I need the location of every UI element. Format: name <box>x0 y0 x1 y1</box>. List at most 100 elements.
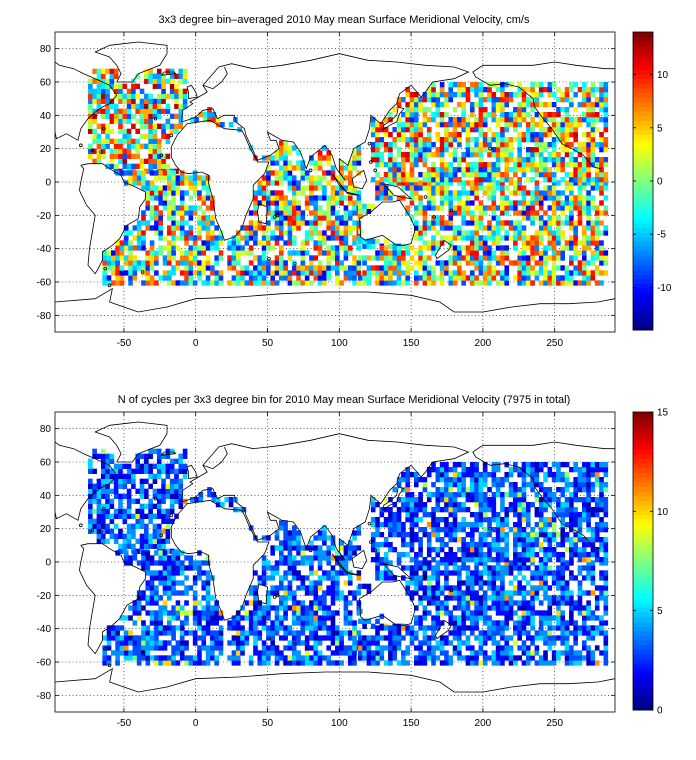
data-cell <box>594 142 600 148</box>
data-cell <box>448 275 454 281</box>
data-cell <box>573 650 578 656</box>
data-cell <box>388 625 393 631</box>
data-cell <box>418 102 423 108</box>
colorbar-segment <box>633 255 653 261</box>
data-cell <box>105 68 110 74</box>
data-cell <box>530 280 535 286</box>
data-cell <box>543 177 548 183</box>
data-cell <box>439 605 445 611</box>
data-cell <box>383 660 389 666</box>
data-cell <box>577 600 583 606</box>
data-cell <box>279 195 284 201</box>
data-cell <box>577 220 583 226</box>
data-cell <box>266 590 271 596</box>
data-cell <box>105 508 110 514</box>
data-cell <box>439 590 445 596</box>
data-cell <box>309 180 314 186</box>
data-cell <box>577 630 583 636</box>
data-cell <box>205 655 211 661</box>
data-cell <box>283 265 288 271</box>
data-cell <box>283 605 288 611</box>
data-cell <box>556 107 561 113</box>
data-cell <box>154 210 159 216</box>
data-cell <box>131 98 136 104</box>
data-cell <box>392 142 398 148</box>
data-cell <box>534 195 540 201</box>
data-cell <box>248 660 254 666</box>
data-cell <box>478 595 484 601</box>
data-cell <box>543 142 548 148</box>
data-cell <box>383 517 389 523</box>
island-outline <box>267 256 271 261</box>
data-cell <box>115 625 120 631</box>
data-cell <box>96 158 102 164</box>
colorbar-segment <box>633 311 653 317</box>
data-cell <box>118 123 123 129</box>
data-cell <box>513 630 518 636</box>
data-cell <box>261 655 267 661</box>
data-cell <box>495 117 501 123</box>
data-cell <box>556 205 561 211</box>
data-cell <box>184 250 189 256</box>
data-cell <box>141 220 146 226</box>
data-cell <box>504 172 510 178</box>
data-cell <box>322 595 327 601</box>
colorbar-segment <box>633 92 653 98</box>
data-cell <box>131 83 136 89</box>
data-cell <box>547 92 553 98</box>
data-cell <box>405 265 410 271</box>
data-cell <box>401 575 406 581</box>
data-cell <box>218 270 224 276</box>
data-cell <box>435 595 441 601</box>
data-cell <box>487 635 492 641</box>
data-cell <box>431 565 436 571</box>
data-cell <box>413 590 419 596</box>
data-cell <box>530 585 535 591</box>
data-cell <box>461 590 466 596</box>
data-cell <box>465 152 471 158</box>
data-cell <box>161 73 166 79</box>
data-cell <box>482 205 488 211</box>
data-cell <box>197 610 202 616</box>
data-cell <box>452 635 458 641</box>
data-cell <box>326 205 331 211</box>
data-cell <box>525 97 531 103</box>
data-cell <box>375 147 380 153</box>
data-cell <box>556 575 561 581</box>
data-cell <box>491 620 497 626</box>
data-cell <box>158 210 163 216</box>
data-cell <box>148 143 153 149</box>
data-cell <box>102 635 107 641</box>
data-cell <box>461 595 466 601</box>
data-cell <box>167 640 172 646</box>
data-cell <box>347 635 353 641</box>
data-cell <box>569 132 574 138</box>
data-cell <box>113 83 119 89</box>
data-cell <box>240 635 245 641</box>
data-cell <box>366 280 372 286</box>
data-cell <box>439 560 445 566</box>
data-cell <box>119 275 125 281</box>
data-cell <box>115 275 120 281</box>
data-cell <box>530 610 535 616</box>
data-cell <box>366 243 372 249</box>
data-cell <box>347 225 353 231</box>
data-cell <box>178 123 184 129</box>
data-cell <box>270 200 275 206</box>
data-cell <box>508 650 514 656</box>
data-cell <box>603 82 609 88</box>
data-cell <box>174 113 179 119</box>
data-cell <box>339 260 344 266</box>
data-cell <box>118 468 123 474</box>
data-cell <box>491 660 497 666</box>
data-cell <box>461 275 466 281</box>
data-cell <box>136 605 142 611</box>
data-cell <box>291 620 297 626</box>
data-cell <box>158 605 163 611</box>
data-cell <box>603 117 609 123</box>
data-cell <box>478 180 484 186</box>
data-cell <box>106 655 112 661</box>
data-cell <box>88 78 93 84</box>
data-cell <box>304 175 310 181</box>
data-cell <box>304 170 310 176</box>
